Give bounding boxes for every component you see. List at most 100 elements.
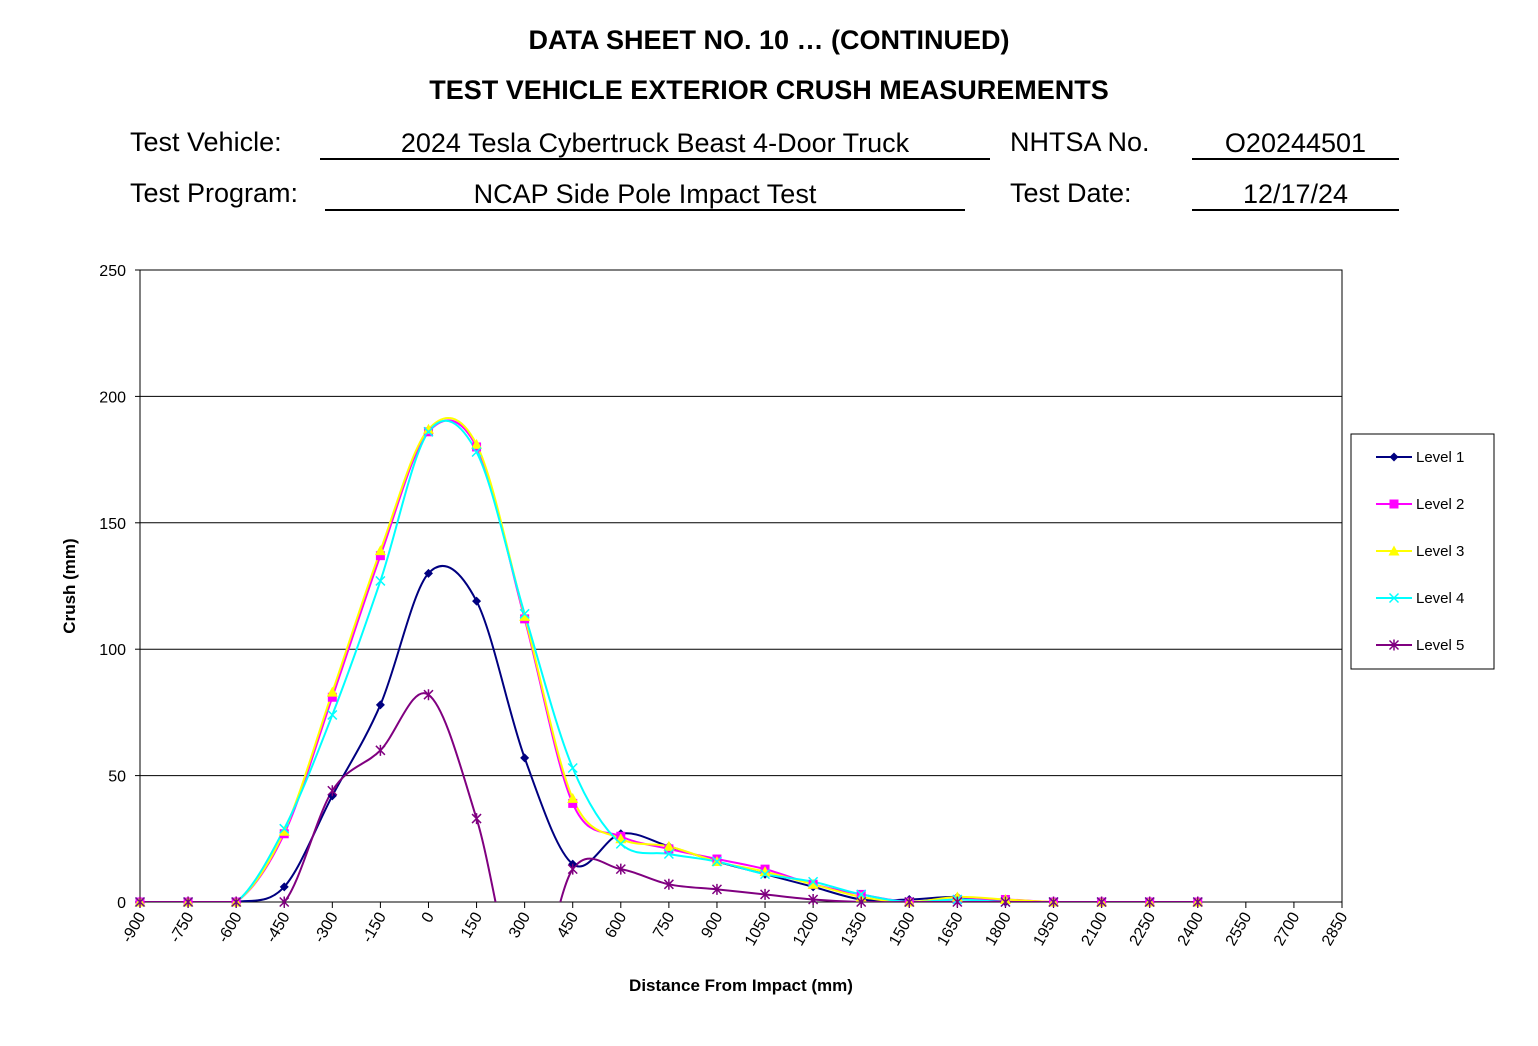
data-point [326, 686, 338, 697]
x-tick-label: 1200 [790, 909, 823, 948]
x-tick-label: 1950 [1030, 909, 1063, 948]
x-tick-label: -900 [119, 909, 150, 945]
data-point [472, 596, 482, 606]
legend-label: Level 4 [1416, 590, 1464, 607]
data-point [471, 438, 483, 449]
legend-marker [1388, 545, 1400, 556]
x-tick-label: 2400 [1175, 909, 1208, 948]
data-point [1192, 896, 1203, 908]
x-tick-label: 0 [419, 909, 438, 925]
data-point [567, 762, 578, 774]
x-tick-label: 300 [506, 909, 534, 941]
data-point [375, 700, 385, 710]
data-point [615, 863, 626, 875]
program-value: NCAP Side Pole Impact Test [325, 179, 965, 211]
data-point [279, 896, 290, 908]
x-tick-label: 450 [554, 909, 582, 941]
x-tick-label: -300 [311, 909, 342, 945]
data-point [520, 753, 530, 763]
data-point [519, 608, 530, 619]
data-point [808, 876, 819, 887]
data-point [423, 689, 434, 701]
vehicle-value: 2024 Tesla Cybertruck Beast 4-Door Truck [320, 128, 990, 160]
data-point [279, 882, 289, 892]
data-point [423, 426, 434, 437]
series-line-4 [140, 419, 1198, 902]
date-value: 12/17/24 [1192, 179, 1399, 211]
x-tick-label: -600 [215, 909, 246, 945]
data-point [471, 446, 482, 458]
data-point [134, 896, 146, 908]
data-point [375, 744, 386, 756]
y-tick-label: 250 [99, 263, 126, 280]
x-tick-label: 2250 [1127, 909, 1160, 948]
data-point [1144, 896, 1155, 908]
legend-marker [1389, 499, 1399, 509]
data-point [760, 869, 771, 880]
series-line-5 [140, 692, 1198, 902]
legend-box [1350, 433, 1495, 670]
x-tick-label: 1800 [982, 909, 1015, 948]
data-point [711, 856, 722, 867]
data-point [856, 889, 867, 900]
y-tick-label: 0 [117, 895, 126, 912]
x-tick-label: 2550 [1223, 909, 1256, 948]
x-tick-label: 2700 [1271, 909, 1304, 948]
plot-area [139, 269, 1343, 903]
data-point [856, 896, 867, 908]
x-tick-label: -750 [167, 909, 198, 945]
data-point [231, 896, 242, 908]
data-point [1000, 896, 1011, 908]
data-point [567, 792, 579, 803]
data-point [904, 896, 915, 908]
nhtsa-label: NHTSA No. [1010, 127, 1150, 157]
data-point [422, 423, 434, 434]
data-point [519, 610, 531, 621]
data-point [1048, 896, 1059, 908]
x-axis-label: Distance From Impact (mm) [629, 976, 853, 995]
y-axis-label: Crush (mm) [60, 538, 79, 633]
x-tick-label: -150 [359, 909, 390, 945]
legend-marker [1389, 452, 1399, 462]
chart-heading: TEST VEHICLE EXTERIOR CRUSH MEASUREMENTS [429, 75, 1109, 105]
legend-marker [1388, 639, 1400, 651]
data-point [183, 896, 194, 908]
data-point [807, 878, 819, 889]
x-tick-label: 2100 [1079, 909, 1112, 948]
data-point [278, 825, 290, 836]
data-point [759, 866, 771, 877]
legend-label: Level 3 [1416, 543, 1464, 560]
data-point [279, 823, 290, 834]
x-tick-label: 2850 [1319, 909, 1352, 948]
x-tick-label: 1350 [838, 909, 871, 948]
data-point [808, 893, 819, 905]
legend-marker [1388, 592, 1400, 604]
x-tick-label: 1650 [934, 909, 967, 948]
x-tick-label: 900 [698, 909, 726, 941]
data-point [567, 863, 578, 875]
legend-label: Level 1 [1416, 449, 1464, 466]
data-point [663, 840, 675, 851]
y-tick-label: 200 [99, 389, 126, 406]
program-label: Test Program: [130, 178, 299, 208]
data-point [471, 813, 482, 825]
data-point [423, 568, 433, 578]
legend-label: Level 5 [1416, 637, 1464, 654]
x-tick-label: 150 [458, 909, 486, 941]
y-tick-label: 150 [99, 516, 126, 533]
series-line-2 [140, 419, 1198, 902]
nhtsa-value: O20244501 [1192, 128, 1399, 160]
data-point [760, 888, 771, 900]
data-point [375, 551, 385, 561]
data-point [327, 692, 337, 702]
series-line-3 [140, 417, 1198, 902]
x-tick-label: 750 [650, 909, 678, 941]
data-point [568, 798, 578, 808]
x-tick-label: -450 [263, 909, 294, 945]
y-tick-label: 100 [99, 642, 126, 659]
vehicle-label: Test Vehicle: [130, 127, 282, 157]
x-tick-label: 1500 [886, 909, 919, 948]
data-point [327, 709, 338, 720]
x-tick-label: 600 [602, 909, 630, 941]
